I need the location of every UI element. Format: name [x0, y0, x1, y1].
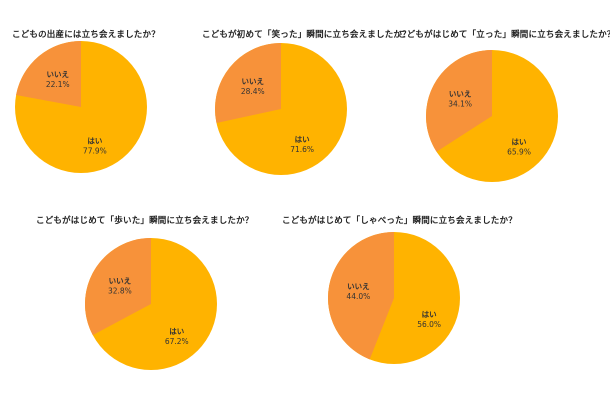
pie-slice-no-value-label: 28.4%: [241, 87, 265, 96]
pie-slice-no-value-label: 22.1%: [46, 80, 70, 89]
pie-slice-no: [215, 43, 281, 123]
pie-slice-yes-label: はい: [422, 310, 437, 319]
pie-slice-no: [85, 238, 151, 336]
pie-slice-no-value-label: 34.1%: [448, 100, 472, 109]
chart-title-first-walk: こどもがはじめて「歩いた」瞬間に立ち会えましたか？: [36, 216, 254, 226]
pie-slice-no-label: いいえ: [241, 77, 264, 86]
pie-slice-no-label: いいえ: [47, 70, 70, 79]
pie-slice-yes-value-label: 71.6%: [290, 145, 314, 154]
pie-slice-yes-label: はい: [295, 135, 310, 144]
chart-title-first-speak: こどもがはじめて「しゃべった」瞬間に立ち会えましたか？: [282, 216, 517, 226]
pie-slice-yes-value-label: 67.2%: [165, 337, 189, 346]
pie-slice-no: [327, 232, 394, 360]
pie-slice-no-value-label: 44.0%: [346, 292, 370, 301]
pie-slice-yes-label: はい: [512, 138, 527, 147]
chart-title-birth: こどもの出産には立ち会えましたか？: [12, 30, 160, 40]
pie-slice-yes-value-label: 77.9%: [83, 147, 107, 156]
chart-title-first-smile: こどもが初めて「笑った」瞬間に立ち会えましたか？: [202, 30, 411, 40]
pie-slice-no-value-label: 32.8%: [108, 286, 132, 295]
pie-slice-yes-label: はい: [87, 137, 102, 146]
pie-slice-no: [426, 50, 492, 152]
pie-slice-yes-value-label: 65.9%: [507, 148, 531, 157]
pie-slice-no: [16, 41, 81, 107]
pie-slice-yes-label: はい: [169, 327, 184, 336]
pie-slice-yes-value-label: 56.0%: [417, 320, 441, 329]
chart-title-first-stand: こどもがはじめて「立った」瞬間に立ち会えましたか？: [398, 30, 610, 40]
pie-slice-no-label: いいえ: [347, 282, 370, 291]
pie-slice-no-label: いいえ: [449, 90, 472, 99]
pie-slice-no-label: いいえ: [109, 276, 132, 285]
